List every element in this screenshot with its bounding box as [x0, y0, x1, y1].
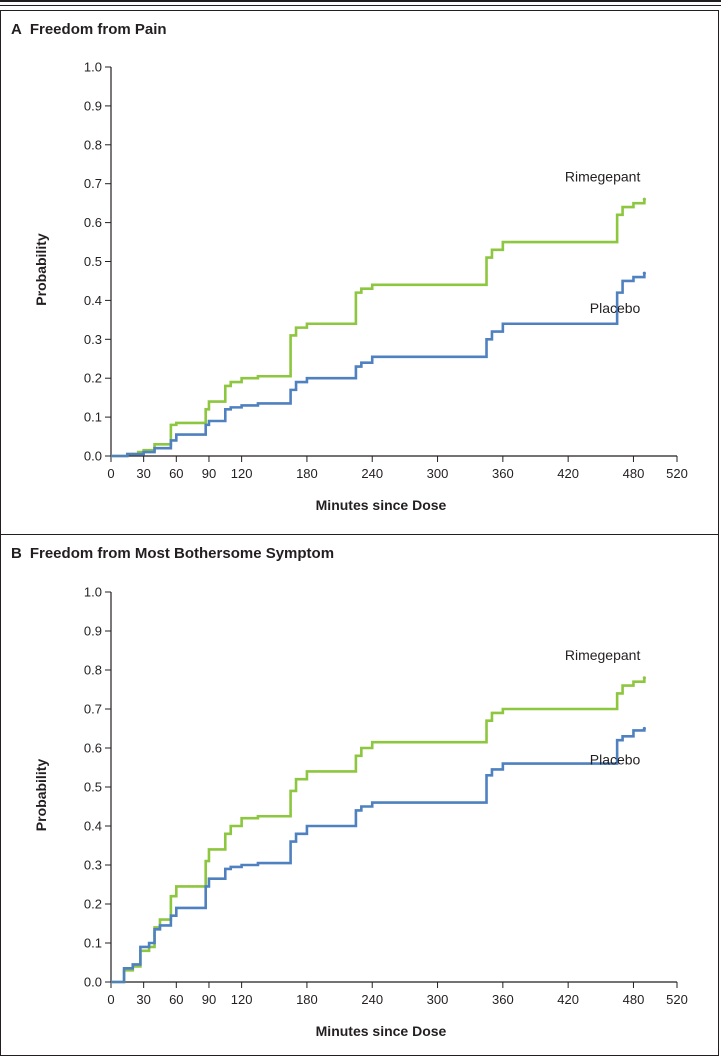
- y-tick-label: 0.1: [84, 936, 102, 951]
- x-tick-label: 520: [666, 992, 688, 1007]
- y-axis-title: Probability: [33, 233, 49, 306]
- x-tick-label: 360: [492, 992, 514, 1007]
- panel-a-letter: A: [11, 21, 22, 38]
- x-tick-label: 0: [107, 992, 114, 1007]
- chart-b: 0.0 0.1 0.2 0.3 0.4 0.5 0.6 0.7 0.8 0.9 1.0 0 30 60 90…: [33, 585, 688, 1040]
- y-tick-label: 0.2: [84, 897, 102, 912]
- series-end-point-placebo: [642, 726, 646, 731]
- x-tick-label: 30: [136, 466, 150, 481]
- series-line-placebo: [111, 273, 646, 458]
- y-tick-label: 0.8: [84, 663, 102, 678]
- y-tick-label: 0.7: [84, 176, 102, 191]
- panel-a: A Freedom from Pain 0.0 0.1 0.2 0.3 0.4 0.5 0.6…: [0, 10, 719, 535]
- x-tick-label: 90: [202, 466, 216, 481]
- y-tick-label: 0.0: [84, 449, 102, 464]
- x-tick-label: 420: [557, 466, 579, 481]
- x-axis-title: Minutes since Dose: [316, 497, 447, 513]
- x-axis-title: Minutes since Dose: [316, 1023, 447, 1039]
- panel-b: B Freedom from Most Bothersome Symptom 0.…: [0, 534, 719, 1056]
- y-tick-label: 0.8: [84, 137, 102, 152]
- x-tick-label: 300: [427, 992, 449, 1007]
- y-tick-label: 0.4: [84, 293, 102, 308]
- series-end-point-rimegepant: [642, 197, 646, 201]
- x-tick-label: 520: [666, 466, 688, 481]
- top-rule: [0, 0, 721, 2]
- panel-b-title: Freedom from Most Bothersome Symptom: [29, 545, 335, 562]
- x-tick-label: 480: [623, 466, 645, 481]
- y-tick-label: 0.9: [84, 624, 102, 639]
- panel-a-header: A Freedom from Pain: [11, 21, 167, 38]
- y-axis-title: Probability: [33, 759, 49, 832]
- series-end-point-placebo: [642, 271, 646, 275]
- x-tick-label: 180: [296, 466, 318, 481]
- y-tick-label: 0.6: [84, 215, 102, 230]
- x-tick-label: 420: [557, 992, 579, 1007]
- x-tick-label: 60: [169, 992, 183, 1007]
- x-tick-label: 360: [492, 466, 514, 481]
- series-line-placebo: [111, 728, 646, 984]
- series-line-rimegepant: [111, 677, 646, 984]
- y-tick-label: 0.7: [84, 702, 102, 717]
- x-tick-label: 240: [361, 466, 383, 481]
- top-rule-thin: [0, 5, 721, 6]
- series-label-rimegepant: Rimegepant: [565, 168, 641, 184]
- x-tick-label: 120: [231, 992, 253, 1007]
- y-tick-label: 1.0: [84, 60, 102, 75]
- y-tick-label: 1.0: [84, 585, 102, 600]
- x-tick-label: 240: [361, 992, 383, 1007]
- series-line-rimegepant: [111, 199, 646, 458]
- y-tick-label: 0.3: [84, 332, 102, 347]
- x-tick-label: 120: [231, 466, 253, 481]
- series-label-placebo: Placebo: [590, 300, 641, 316]
- x-tick-label: 480: [623, 992, 645, 1007]
- y-tick-label: 0.5: [84, 780, 102, 795]
- x-tick-label: 0: [107, 466, 114, 481]
- x-tick-label: 60: [169, 466, 183, 481]
- chart-a: 0.0 0.1 0.2 0.3 0.4 0.5 0.6 0.7 0.8 0.9 1.0 0 30 60 90…: [33, 60, 688, 514]
- y-tick-label: 0.0: [84, 975, 102, 990]
- y-tick-label: 0.2: [84, 371, 102, 386]
- panel-b-header: B Freedom from Most Bothersome Symptom: [11, 545, 334, 562]
- y-tick-label: 0.3: [84, 858, 102, 873]
- x-tick-label: 30: [136, 992, 150, 1007]
- x-tick-label: 300: [427, 466, 449, 481]
- panel-b-letter: B: [11, 545, 22, 562]
- series-end-point-rimegepant: [642, 676, 646, 680]
- y-tick-label: 0.6: [84, 741, 102, 756]
- panel-a-title: Freedom from Pain: [29, 21, 167, 38]
- y-tick-label: 0.5: [84, 254, 102, 269]
- y-tick-label: 0.9: [84, 98, 102, 113]
- series-label-rimegepant: Rimegepant: [565, 647, 641, 663]
- y-tick-label: 0.4: [84, 819, 102, 834]
- series-label-placebo: Placebo: [590, 752, 641, 768]
- y-tick-label: 0.1: [84, 410, 102, 425]
- x-tick-label: 180: [296, 992, 318, 1007]
- x-tick-label: 90: [202, 992, 216, 1007]
